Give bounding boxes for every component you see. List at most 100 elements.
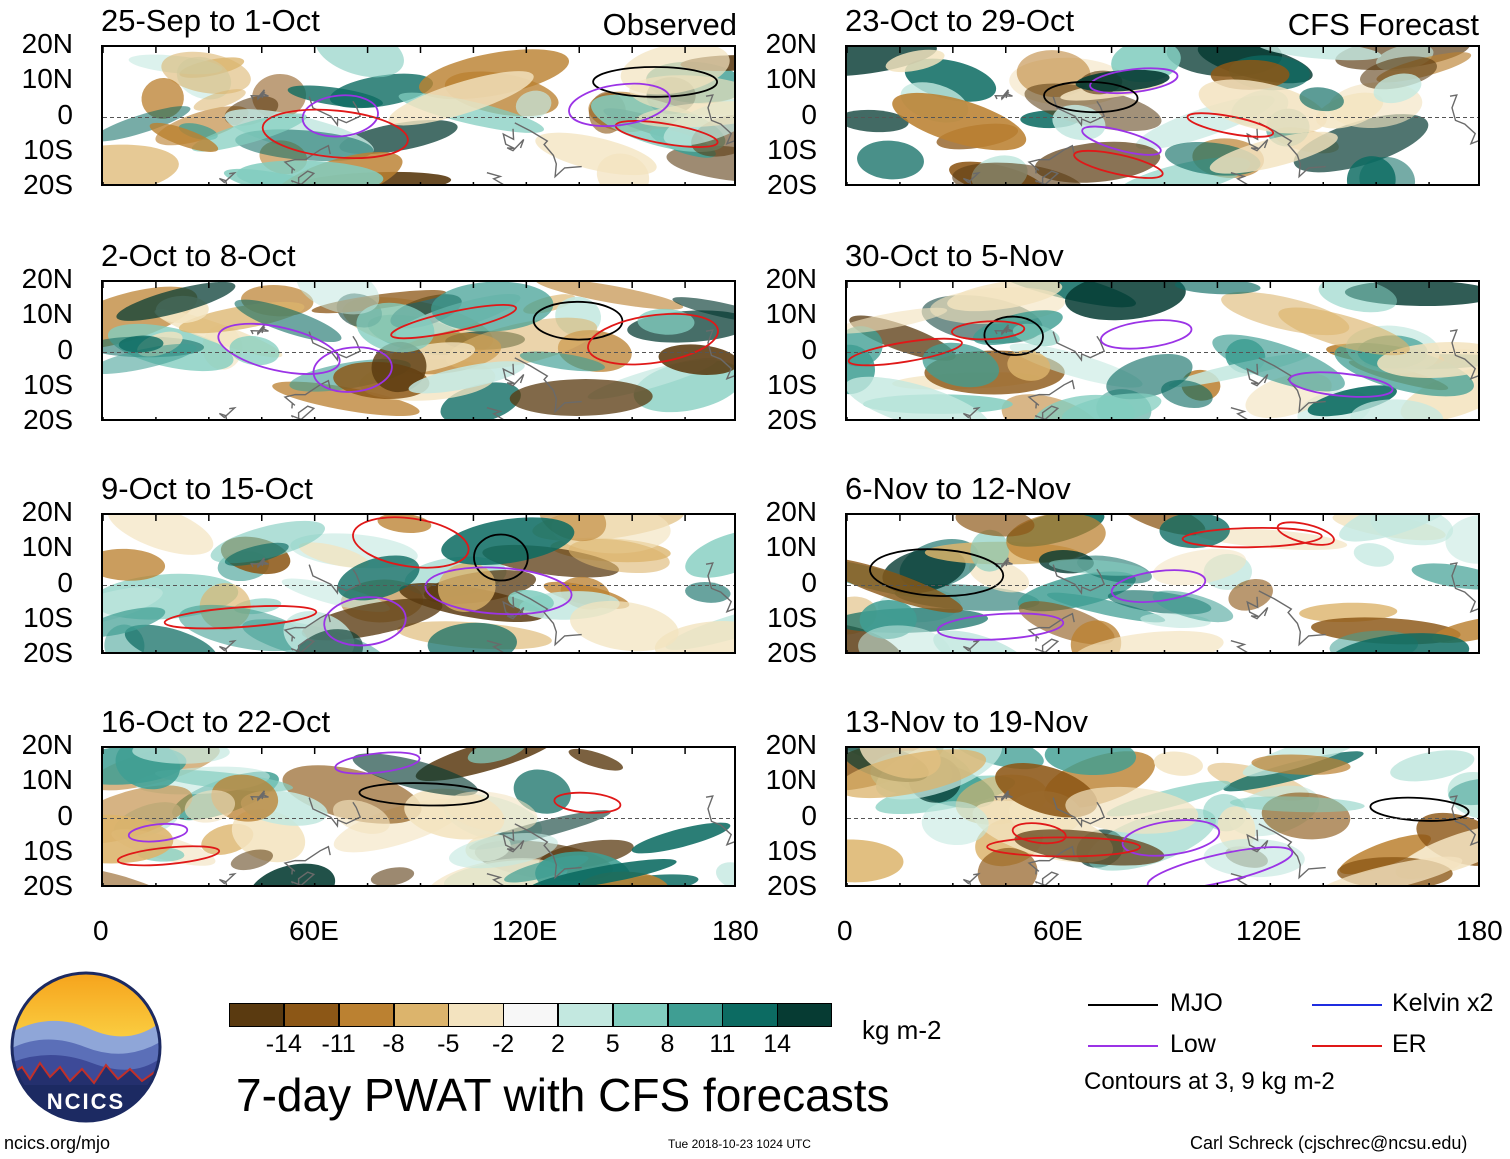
coastline-fc4-8 bbox=[994, 790, 1013, 802]
coastline-fc2-3 bbox=[1449, 329, 1478, 381]
contour-er-fc2-3 bbox=[951, 320, 1026, 341]
anomaly-cell-fc4-42 bbox=[847, 749, 987, 799]
anomaly-cell-obs3-19 bbox=[281, 578, 390, 612]
contour-er-obs1-3 bbox=[261, 108, 409, 159]
anomaly-cell-obs4-42 bbox=[132, 748, 230, 764]
contour-er-obs4-1 bbox=[553, 791, 622, 814]
lat-tick-fc2-4: 20S bbox=[767, 404, 817, 435]
anomaly-cell-fc3-42 bbox=[1339, 515, 1461, 542]
colorbar-tick-8: 11 bbox=[709, 1030, 736, 1058]
contour-low-fc4-4 bbox=[1146, 846, 1294, 885]
contour-er-obs4-3 bbox=[116, 845, 221, 867]
colorbar-tick-7: 8 bbox=[660, 1030, 675, 1058]
anomaly-cell-fc2-14 bbox=[1009, 343, 1143, 388]
coastline-obs4-6 bbox=[218, 872, 237, 885]
map-panel-obs3 bbox=[101, 513, 736, 654]
legend-line-kelvin bbox=[1312, 1004, 1382, 1006]
colorbar-swatch-8 bbox=[667, 1003, 723, 1027]
contour-low-obs3-4 bbox=[424, 566, 573, 616]
lon-tick-forecast-3: 180 bbox=[1456, 915, 1503, 946]
anomaly-cell-obs1-37 bbox=[191, 113, 307, 152]
footer-credit: Carl Schreck (cjschrec@ncsu.edu) bbox=[1190, 1133, 1468, 1153]
anomaly-cell-fc2-43 bbox=[847, 307, 948, 334]
anomaly-cell-obs2-36 bbox=[509, 379, 653, 416]
coastline-fc1-8 bbox=[994, 89, 1013, 101]
coastline-obs2-0 bbox=[486, 407, 504, 419]
anomaly-cell-fc2-32 bbox=[1350, 399, 1444, 419]
anomaly-cell-obs3-28 bbox=[103, 586, 163, 627]
contour-er-fc4-3 bbox=[986, 836, 1141, 858]
anomaly-cell-obs4-39 bbox=[529, 859, 677, 885]
anomaly-cell-fc3-10 bbox=[1152, 548, 1247, 586]
contour-er-fc1-1 bbox=[1073, 149, 1164, 179]
colorbar-swatch-3 bbox=[393, 1003, 449, 1027]
lon-tick-forecast-2: 120E bbox=[1236, 915, 1302, 946]
lat-tick-obs2-4: 20S bbox=[23, 404, 73, 435]
lat-tick-fc3-4: 20S bbox=[767, 637, 817, 668]
coastline-obs4-2 bbox=[308, 797, 362, 828]
coastline-fc2-5 bbox=[1027, 379, 1075, 409]
lat-tick-fc2-1: 10N bbox=[765, 298, 817, 330]
coastline-fc1-0 bbox=[1230, 172, 1248, 184]
coastlines-fc3 bbox=[962, 557, 1478, 652]
anomaly-cell-obs3-35 bbox=[224, 542, 289, 566]
coastline-obs4-5 bbox=[283, 845, 331, 875]
colorbar-swatch-9 bbox=[722, 1003, 778, 1027]
contour-low-obs2-4 bbox=[217, 322, 341, 375]
contour-mjo-fc1-2 bbox=[1043, 80, 1139, 114]
anomaly-cell-fc1-30 bbox=[1075, 69, 1170, 92]
anomaly-cell-fc4-45 bbox=[921, 801, 989, 846]
coastline-obs2-7 bbox=[502, 363, 525, 387]
coastline-fc2-4 bbox=[1034, 405, 1060, 419]
contour-mjo-obs1-2 bbox=[592, 66, 718, 98]
anomaly-cell-fc4-40 bbox=[1315, 856, 1463, 885]
coastline-obs3-3 bbox=[705, 562, 734, 614]
anomaly-cell-obs3-30 bbox=[568, 538, 670, 574]
lat-tick-obs3-1: 10N bbox=[21, 531, 73, 563]
anomaly-cell-obs1-26 bbox=[515, 90, 552, 119]
anomaly-cell-fc3-8 bbox=[1017, 571, 1136, 612]
anomaly-cell-obs1-16 bbox=[161, 51, 251, 95]
legend-label-mjo: MJO bbox=[1170, 989, 1223, 1017]
lat-tick-fc4-4: 20S bbox=[767, 870, 817, 901]
anomaly-cell-obs3-43 bbox=[292, 629, 364, 652]
legend-label-low: Low bbox=[1170, 1030, 1216, 1058]
panel-tag-forecast: CFS Forecast bbox=[1287, 7, 1479, 42]
contour-low-fc1-4 bbox=[1081, 125, 1162, 156]
contour-low-fc2-0 bbox=[1100, 319, 1193, 350]
lon-tick-forecast-0: 0 bbox=[837, 915, 853, 946]
anomaly-cell-obs3-4 bbox=[298, 542, 369, 568]
anomaly-cell-obs4-26 bbox=[370, 867, 415, 885]
anomaly-cell-fc1-19 bbox=[847, 47, 937, 77]
panel-period-fc3: 6-Nov to 12-Nov bbox=[845, 471, 1071, 506]
coastline-fc3-1 bbox=[1258, 590, 1326, 647]
coastlines-fc2 bbox=[962, 324, 1478, 419]
contour-er-obs3-3 bbox=[352, 516, 470, 569]
anomaly-cell-fc1-6 bbox=[1293, 114, 1429, 173]
anomaly-field-fc3 bbox=[847, 515, 1478, 652]
coastline-fc3-8 bbox=[994, 557, 1013, 569]
anomaly-cell-fc2-33 bbox=[1065, 282, 1186, 321]
anomaly-cell-fc1-42 bbox=[1299, 87, 1344, 112]
coastline-obs1-4 bbox=[290, 170, 316, 184]
anomaly-cell-obs4-10 bbox=[568, 748, 624, 771]
anomaly-cell-fc4-5 bbox=[1390, 750, 1475, 782]
coastline-obs1-0 bbox=[486, 172, 504, 184]
lat-tick-fc1-3: 10S bbox=[767, 133, 817, 165]
anomaly-cell-fc3-15 bbox=[1046, 592, 1166, 623]
anomaly-cell-fc3-27 bbox=[1159, 515, 1230, 549]
coastline-fc2-2 bbox=[1052, 331, 1106, 362]
anomaly-cell-fc1-35 bbox=[1359, 156, 1416, 184]
anomaly-cell-obs1-23 bbox=[103, 106, 191, 142]
anomaly-cell-obs2-24 bbox=[445, 317, 598, 370]
anomaly-cell-obs4-20 bbox=[103, 785, 193, 844]
ncics-logo: NCICS bbox=[10, 971, 162, 1123]
colorbar-tick-1: -11 bbox=[321, 1030, 356, 1058]
anomaly-cell-obs1-41 bbox=[388, 71, 534, 126]
lat-tick-fc1-2: 0 bbox=[801, 98, 817, 130]
anomaly-cell-obs3-39 bbox=[103, 607, 166, 637]
anomaly-cell-fc2-29 bbox=[847, 376, 990, 419]
contour-low-fc3-4 bbox=[936, 612, 1065, 641]
anomaly-cell-fc3-24 bbox=[1073, 630, 1224, 652]
lat-tick-obs1-0: 20N bbox=[21, 28, 73, 59]
